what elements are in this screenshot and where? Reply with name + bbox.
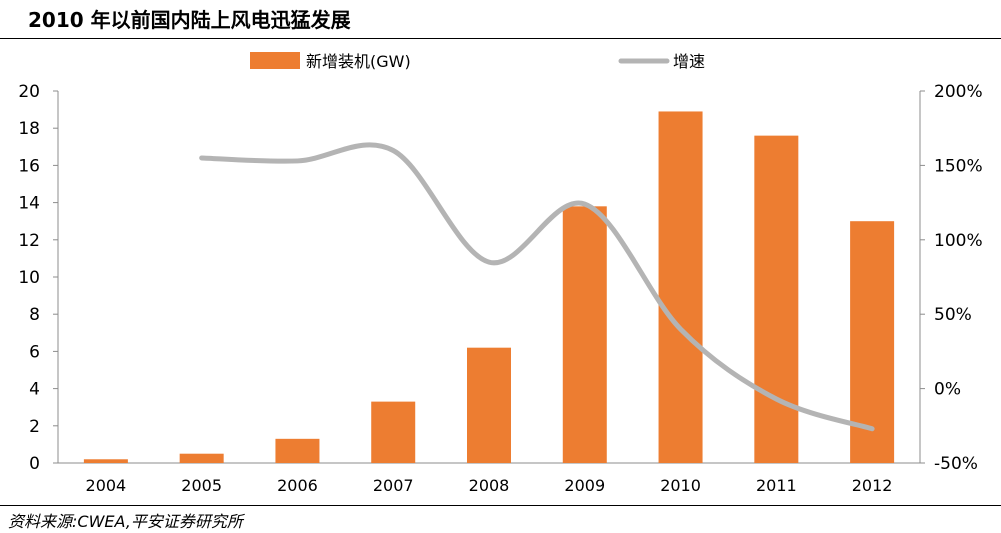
right-tick-label: 50%: [934, 305, 972, 325]
right-tick-label: -50%: [934, 454, 978, 474]
x-tick-label: 2006: [277, 476, 318, 495]
right-tick-label: 100%: [934, 231, 983, 251]
left-tick-label: 14: [18, 194, 40, 214]
bar: [562, 206, 607, 463]
x-tick-label: 2008: [469, 476, 510, 495]
bar: [83, 459, 128, 463]
left-tick-label: 8: [29, 305, 40, 325]
left-tick-label: 0: [29, 454, 40, 474]
left-tick-label: 6: [29, 342, 40, 362]
x-tick-label: 2004: [86, 476, 127, 495]
left-tick-label: 4: [29, 380, 40, 400]
bar: [371, 401, 416, 463]
legend-label-bars: 新增装机(GW): [306, 52, 411, 71]
legend-label-line: 增速: [673, 52, 705, 71]
legend-swatch-bars: [250, 52, 300, 69]
x-tick-label: 2010: [660, 476, 701, 495]
left-tick-label: 16: [18, 156, 40, 176]
x-tick-label: 2012: [852, 476, 893, 495]
right-tick-label: 0%: [934, 380, 961, 400]
right-tick-label: 200%: [934, 82, 983, 102]
bar: [179, 453, 224, 463]
left-tick-label: 20: [18, 82, 40, 102]
right-tick-label: 150%: [934, 156, 983, 176]
source-note: 资料来源:CWEA,平安证券研究所: [8, 512, 243, 531]
left-tick-label: 2: [29, 417, 40, 437]
x-tick-label: 2007: [373, 476, 414, 495]
x-tick-label: 2011: [756, 476, 797, 495]
left-tick-label: 12: [18, 231, 40, 251]
bar: [754, 135, 799, 463]
left-tick-label: 10: [18, 268, 40, 288]
source-divider: [0, 505, 1001, 506]
bar: [467, 347, 511, 463]
bar: [275, 438, 320, 463]
title-divider: [0, 38, 1001, 39]
growth-line: [199, 142, 875, 432]
chart-title: 2010 年以前国内陆上风电迅猛发展: [28, 8, 351, 32]
left-tick-label: 18: [18, 119, 40, 139]
x-tick-label: 2009: [564, 476, 605, 495]
bar: [658, 111, 703, 464]
x-tick-label: 2005: [181, 476, 222, 495]
chart-canvas: 0 2 4 6 8 10 12 14 16 18 20 -50% 0% 50% 100% 150% 200% 20…: [18, 52, 983, 495]
